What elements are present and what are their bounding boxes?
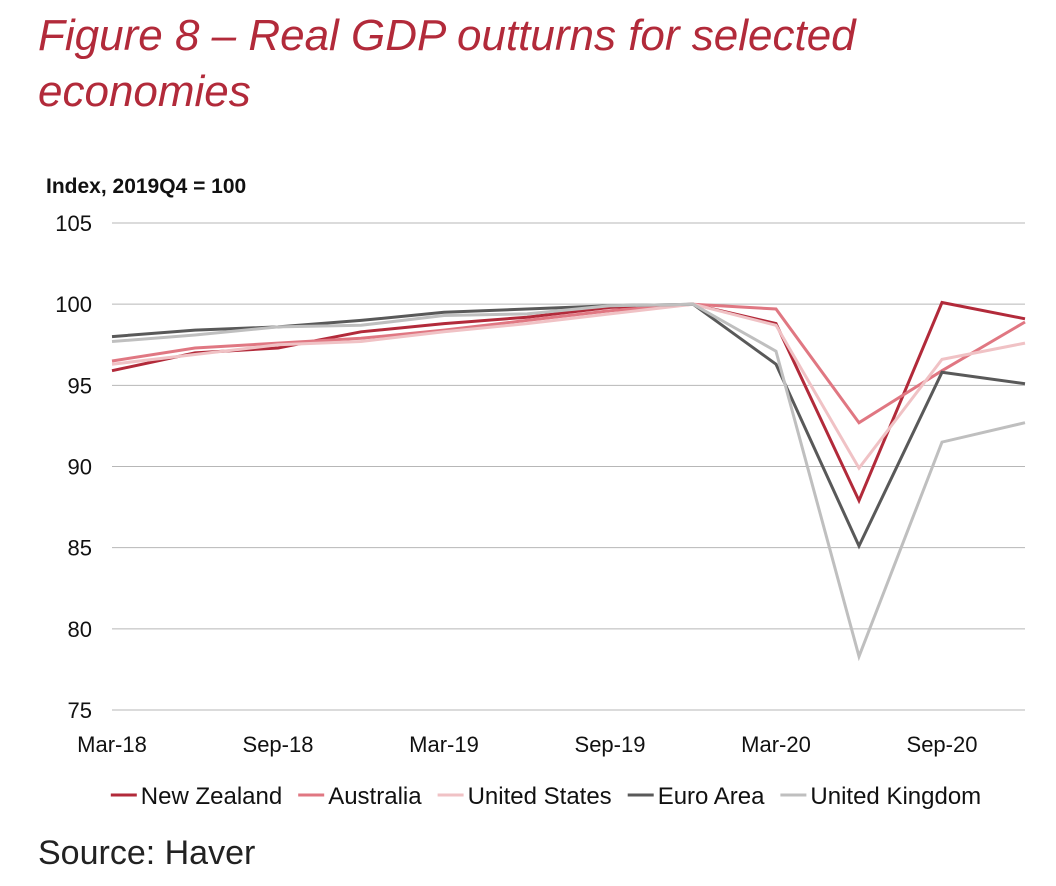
legend-label-euro-area: Euro Area bbox=[658, 783, 765, 810]
legend-item-australia: Australia bbox=[298, 783, 422, 810]
x-tick-Mar-19: Mar-19 bbox=[409, 732, 479, 757]
series-line-new-zealand bbox=[111, 300, 1026, 505]
legend-label-united-states: United States bbox=[468, 783, 612, 810]
series-line-euro-area bbox=[111, 302, 1026, 550]
y-tick-75: 75 bbox=[68, 698, 92, 723]
legend-label-australia: Australia bbox=[328, 783, 422, 810]
source-note: Source: Haver bbox=[38, 834, 256, 872]
x-tick-Mar-18: Mar-18 bbox=[77, 732, 147, 757]
y-tick-105: 105 bbox=[55, 211, 92, 236]
x-tick-Mar-20: Mar-20 bbox=[741, 732, 811, 757]
gridlines bbox=[112, 222, 1025, 711]
series-lines bbox=[111, 300, 1026, 662]
y-tick-100: 100 bbox=[55, 292, 92, 317]
legend: New Zealand Australia United States Euro Ar… bbox=[110, 783, 981, 810]
legend-item-euro-area: Euro Area bbox=[627, 783, 765, 810]
y-tick-85: 85 bbox=[68, 536, 92, 561]
series-line-united-states bbox=[111, 302, 1026, 471]
legend-item-united-states: United States bbox=[437, 783, 612, 810]
legend-item-new-zealand: New Zealand bbox=[110, 783, 282, 810]
x-tick-labels: Mar-18 Sep-18 Mar-19 Sep-19 Mar-20 Sep-20 bbox=[77, 732, 977, 757]
x-tick-Sep-18: Sep-18 bbox=[243, 732, 314, 757]
y-axis-label: Index, 2019Q4 = 100 bbox=[46, 175, 246, 198]
y-tick-labels: 105 100 95 90 85 80 75 bbox=[55, 211, 92, 723]
y-tick-95: 95 bbox=[68, 373, 92, 398]
legend-item-united-kingdom: United Kingdom bbox=[780, 783, 981, 810]
series-line-united-kingdom bbox=[111, 302, 1026, 662]
y-tick-90: 90 bbox=[68, 455, 92, 480]
chart-title: Figure 8 – Real GDP outturns for selecte… bbox=[38, 11, 856, 116]
legend-label-united-kingdom: United Kingdom bbox=[810, 783, 981, 810]
x-tick-Sep-19: Sep-19 bbox=[575, 732, 646, 757]
y-tick-80: 80 bbox=[68, 617, 92, 642]
legend-label-new-zealand: New Zealand bbox=[141, 783, 282, 810]
x-tick-Sep-20: Sep-20 bbox=[907, 732, 978, 757]
series-line-australia bbox=[111, 302, 1026, 425]
